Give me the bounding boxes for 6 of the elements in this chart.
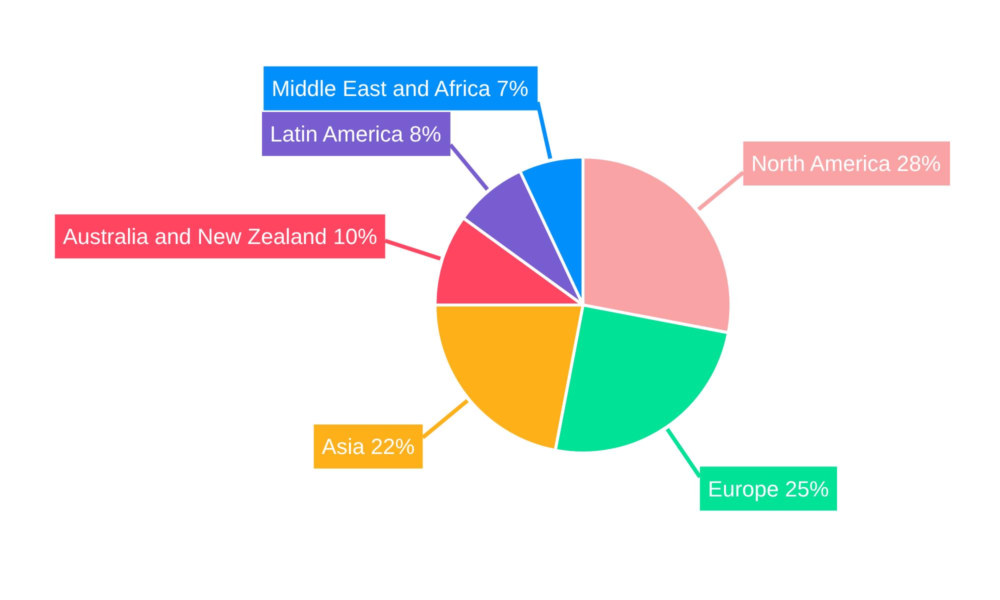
slice-label: Middle East and Africa 7% — [272, 76, 528, 102]
slice-label: Asia 22% — [322, 434, 415, 460]
slice-label: Europe 25% — [708, 476, 830, 502]
slice-label: North America 28% — [751, 151, 941, 176]
slice-label: Australia and New Zealand 10% — [62, 224, 378, 250]
slice-label: Latin America 8% — [270, 122, 442, 147]
